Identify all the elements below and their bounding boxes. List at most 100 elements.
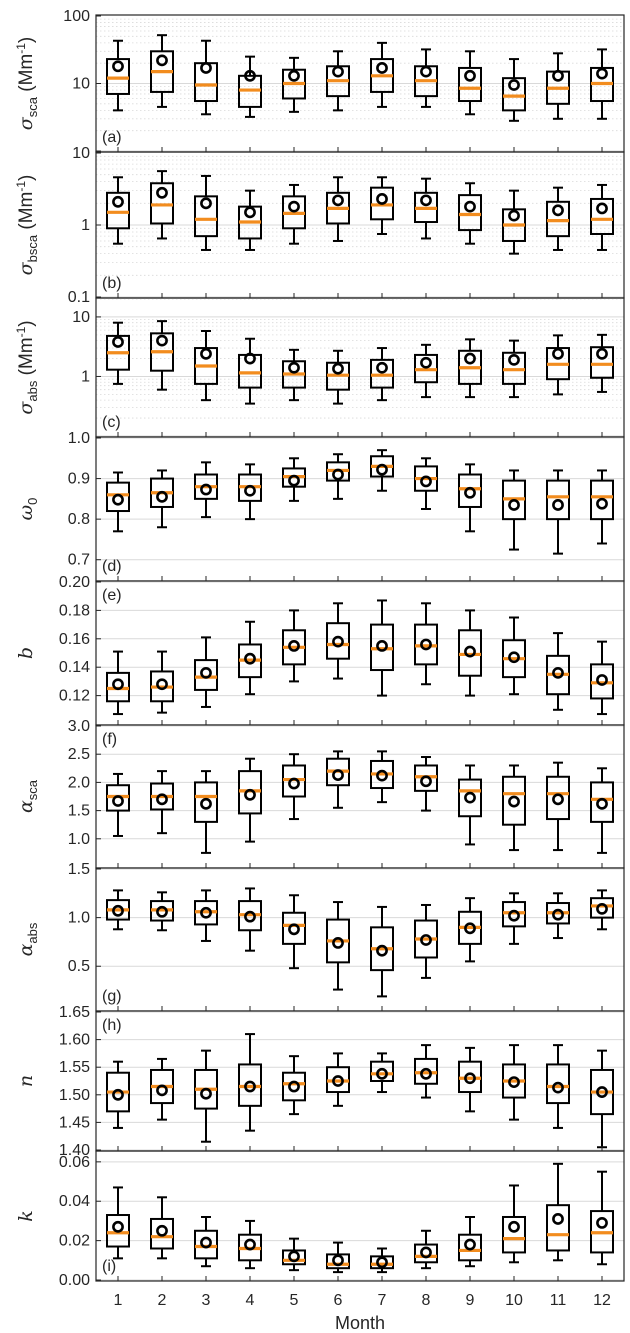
mean-marker xyxy=(332,1075,344,1087)
mean-marker xyxy=(288,1250,300,1263)
y-tick-label: 2.0 xyxy=(68,774,90,791)
panel-label: (f) xyxy=(102,731,117,748)
iqr-box xyxy=(502,77,526,112)
panel-h: 1.40 1.45 1.50 1.55 1.60 1.65 (h) n xyxy=(15,1004,625,1159)
y-tick-label: 1.55 xyxy=(59,1059,90,1076)
mean-marker xyxy=(156,334,168,347)
box-month-8 xyxy=(414,756,438,812)
y-tick-label: 0.14 xyxy=(59,659,90,676)
mean-marker xyxy=(156,54,168,67)
mean-marker xyxy=(596,674,608,686)
x-tick-label: 3 xyxy=(202,1292,211,1309)
mean-marker xyxy=(288,1080,300,1093)
panel-d: 0.7 0.8 0.9 1.0 (d) ω0 xyxy=(15,430,625,582)
iqr-box xyxy=(194,1229,218,1260)
mean-marker xyxy=(464,486,476,499)
mean-marker xyxy=(200,197,212,210)
box-month-6 xyxy=(326,50,350,112)
mean-marker xyxy=(376,769,388,782)
mean-marker xyxy=(112,1088,124,1101)
box-month-10 xyxy=(502,58,526,122)
box-month-6 xyxy=(326,1052,350,1107)
mean-marker xyxy=(332,65,344,78)
mean-marker xyxy=(552,1213,564,1225)
box-month-10 xyxy=(502,1044,526,1121)
iqr-box xyxy=(326,622,350,660)
iqr-box xyxy=(546,1204,570,1252)
box-month-12 xyxy=(590,1049,614,1149)
mean-marker xyxy=(112,795,124,807)
mean-marker xyxy=(112,904,124,917)
box-month-9 xyxy=(458,1046,482,1113)
box-month-7 xyxy=(370,1052,394,1094)
mean-marker xyxy=(508,909,520,922)
y-axis-label: σbsca (Mm-1) xyxy=(14,175,40,276)
mean-marker xyxy=(464,1072,476,1085)
y-tick-label: 1.65 xyxy=(59,1004,90,1021)
mean-marker xyxy=(552,69,564,82)
y-tick-label: 0.04 xyxy=(59,1193,90,1210)
y-tick-label: 0.00 xyxy=(59,1272,90,1289)
y-tick-label: 100 xyxy=(63,8,90,25)
iqr-box xyxy=(106,191,130,230)
y-tick-label: 0.18 xyxy=(59,602,90,619)
y-axis-label: αsca xyxy=(15,779,40,813)
box-month-3 xyxy=(194,174,218,251)
mean-marker xyxy=(332,769,344,781)
y-tick-label: 1.0 xyxy=(68,430,90,447)
box-month-2 xyxy=(150,1057,174,1121)
box-month-12 xyxy=(590,183,614,251)
mean-marker xyxy=(332,635,344,648)
iqr-box xyxy=(502,775,526,826)
box-month-11 xyxy=(546,186,570,251)
mean-marker xyxy=(508,353,520,366)
box-month-2 xyxy=(150,170,174,240)
mean-marker xyxy=(508,795,520,808)
x-tick-label: 1 xyxy=(114,1292,123,1309)
x-tick-label: 4 xyxy=(246,1292,255,1309)
box-month-9 xyxy=(458,1215,482,1268)
iqr-box xyxy=(194,195,218,238)
iqr-box xyxy=(590,897,614,919)
box-month-12 xyxy=(590,1170,614,1266)
mean-marker xyxy=(332,194,344,207)
axes-frame xyxy=(95,297,625,438)
box-month-12 xyxy=(590,333,614,393)
mean-marker xyxy=(200,906,212,919)
iqr-box xyxy=(106,1214,130,1248)
box-month-8 xyxy=(414,1229,438,1270)
box-month-5 xyxy=(282,457,306,502)
mean-marker xyxy=(200,1087,212,1100)
box-month-8 xyxy=(414,343,438,399)
y-tick-label: 1 xyxy=(81,368,90,385)
y-axis-label: n xyxy=(15,1075,37,1087)
box-month-11 xyxy=(546,469,570,555)
x-tick-label: 8 xyxy=(422,1292,431,1309)
box-month-9 xyxy=(458,897,482,963)
box-month-6 xyxy=(326,1241,350,1274)
y-tick-label: 1.0 xyxy=(68,831,90,848)
y-axis-label: αabs xyxy=(15,922,40,956)
iqr-box xyxy=(194,62,218,103)
y-tick-label: 1.50 xyxy=(59,1087,90,1104)
y-tick-label: 1 xyxy=(81,217,90,234)
panel-label: (d) xyxy=(102,558,122,575)
box-month-4 xyxy=(238,887,262,952)
panel-label: (h) xyxy=(102,1017,122,1034)
y-tick-label: 0.5 xyxy=(68,958,90,975)
mean-marker xyxy=(288,923,300,936)
x-tick-label: 5 xyxy=(290,1292,299,1309)
box-month-3 xyxy=(194,636,218,708)
box-month-7 xyxy=(370,1247,394,1274)
iqr-box xyxy=(458,194,482,232)
mean-marker xyxy=(332,1254,344,1267)
panel-label: (b) xyxy=(102,275,122,292)
mean-marker xyxy=(332,468,344,481)
mean-marker xyxy=(156,1224,168,1237)
x-tick-label: 11 xyxy=(550,1292,567,1309)
x-tick-label: 10 xyxy=(505,1292,523,1309)
mean-marker xyxy=(200,666,212,679)
mean-marker xyxy=(376,193,388,205)
y-axis-label: ω0 xyxy=(15,498,40,521)
box-month-12 xyxy=(590,889,614,931)
